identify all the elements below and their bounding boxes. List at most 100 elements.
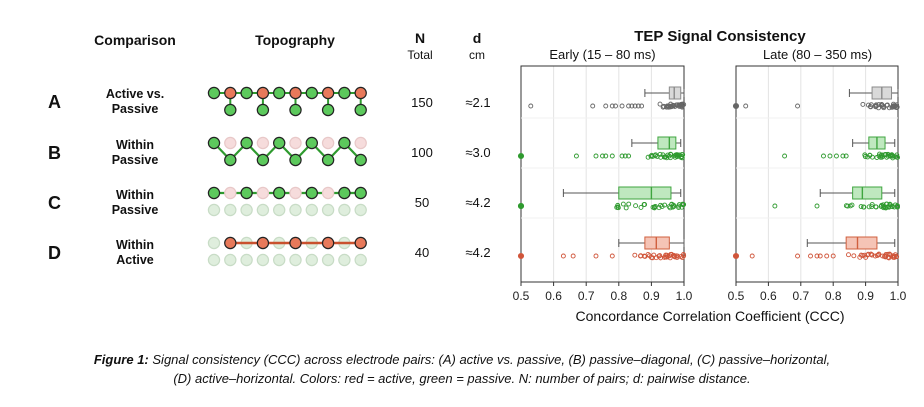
topo-a-active-node [224, 86, 237, 100]
data-point [886, 105, 892, 111]
outlier-point [613, 103, 618, 109]
outlier-point [814, 253, 820, 259]
outlier-point [732, 252, 740, 260]
outlier-point [632, 103, 638, 109]
data-point [866, 102, 871, 108]
row-d-letter: D [48, 243, 61, 263]
data-point [869, 202, 875, 207]
data-point [657, 101, 663, 107]
header-comparison: Comparison [94, 32, 176, 48]
box-iqr [845, 236, 878, 250]
topo-d-faded-node [224, 253, 237, 267]
data-point [654, 153, 660, 159]
panel-early-title: Early (15 – 80 ms) [549, 47, 656, 62]
caption-text-1: Signal consistency (CCC) across electrod… [152, 352, 831, 367]
x-tick-label: 0.5 [728, 289, 745, 303]
outlier-point [808, 253, 813, 259]
panel-late-title: Late (80 – 350 ms) [762, 47, 873, 62]
row-c-letter: C [48, 193, 61, 213]
x-tick-label: 0.7 [792, 289, 809, 303]
outlier-point [528, 103, 534, 109]
data-point [670, 204, 676, 210]
row-d-n: 40 [414, 245, 430, 260]
outlier-point [590, 103, 596, 109]
row-a-d: ≈2.1 [465, 95, 491, 110]
outlier-point [749, 253, 755, 259]
topo-b-passive-node [273, 136, 286, 150]
data-point [678, 102, 684, 108]
outlier-point [609, 253, 615, 259]
data-point [648, 255, 654, 261]
row-a-letter: A [48, 92, 61, 112]
data-point [869, 204, 875, 210]
row-b-letter: B [48, 143, 61, 163]
data-point [674, 152, 680, 158]
data-point [658, 255, 664, 261]
row-b-label: Within Passive [90, 138, 180, 168]
topo-d-faded-node [289, 253, 302, 267]
row-c-label: Within Passive [90, 188, 180, 218]
x-tick-label: 0.8 [610, 289, 627, 303]
topo-b-passive-node [289, 153, 302, 167]
topo-d-faded-node [256, 253, 270, 267]
data-point [681, 102, 687, 107]
data-point [880, 253, 886, 259]
outlier-point [629, 103, 635, 109]
topo-c-faded-node [305, 203, 318, 217]
topo-d-active-node [256, 236, 270, 250]
data-point [867, 152, 873, 158]
outlier-point [626, 103, 632, 109]
header-n: N [414, 30, 426, 46]
topo-c-faded-node [224, 203, 237, 217]
topo-d-faded-node [207, 236, 221, 250]
topo-c-passive-node [338, 186, 351, 200]
topo-b-passive-node [207, 136, 221, 150]
topo-a-passive-node [305, 86, 318, 100]
row-d-label-line1: Within [115, 238, 155, 252]
outlier-point [517, 252, 525, 260]
topo-a-passive-node [321, 103, 335, 117]
data-point [858, 204, 864, 209]
box-iqr [852, 186, 883, 200]
x-tick-label: 0.5 [513, 289, 530, 303]
topo-a-active-node [289, 86, 302, 100]
panel-frame [520, 65, 685, 283]
topo-b-faded-node [321, 136, 335, 150]
outlier-point [600, 153, 605, 159]
outlier-point [827, 153, 833, 159]
data-point [626, 201, 632, 207]
data-point [873, 102, 879, 108]
outlier-point [573, 153, 579, 159]
box-iqr [657, 136, 677, 150]
topo-c-faded-node [207, 203, 221, 217]
data-point [679, 155, 685, 161]
data-point [873, 204, 879, 210]
topo-c-faded-node [273, 203, 286, 217]
data-point [884, 204, 890, 210]
data-point [879, 102, 885, 107]
topo-c-faded-node [321, 203, 335, 217]
outlier-point [830, 253, 836, 259]
topo-c-faded-node [256, 186, 270, 200]
data-point [662, 202, 668, 208]
data-point [660, 152, 666, 158]
data-point [894, 152, 900, 158]
x-tick-label: 1.0 [890, 289, 907, 303]
topo-d-active-node [321, 236, 335, 250]
topo-b-passive-node [321, 153, 335, 167]
row-b-n: 100 [411, 145, 433, 160]
data-point [887, 153, 893, 158]
outlier-point [821, 153, 826, 159]
outlier-point [517, 152, 525, 160]
header-n-sub: Total [407, 48, 433, 62]
outlier-point [570, 253, 576, 259]
topo-a-passive-node [338, 86, 351, 100]
x-tick-label: 0.9 [857, 289, 874, 303]
outlier-point [517, 202, 525, 210]
outlier-point [772, 203, 778, 209]
outlier-point [795, 253, 801, 259]
figure-caption: Figure 1: Signal consistency (CCC) acros… [20, 350, 904, 388]
data-point [648, 153, 654, 159]
outlier-point [635, 103, 641, 109]
topo-c-faded-node [321, 186, 335, 200]
